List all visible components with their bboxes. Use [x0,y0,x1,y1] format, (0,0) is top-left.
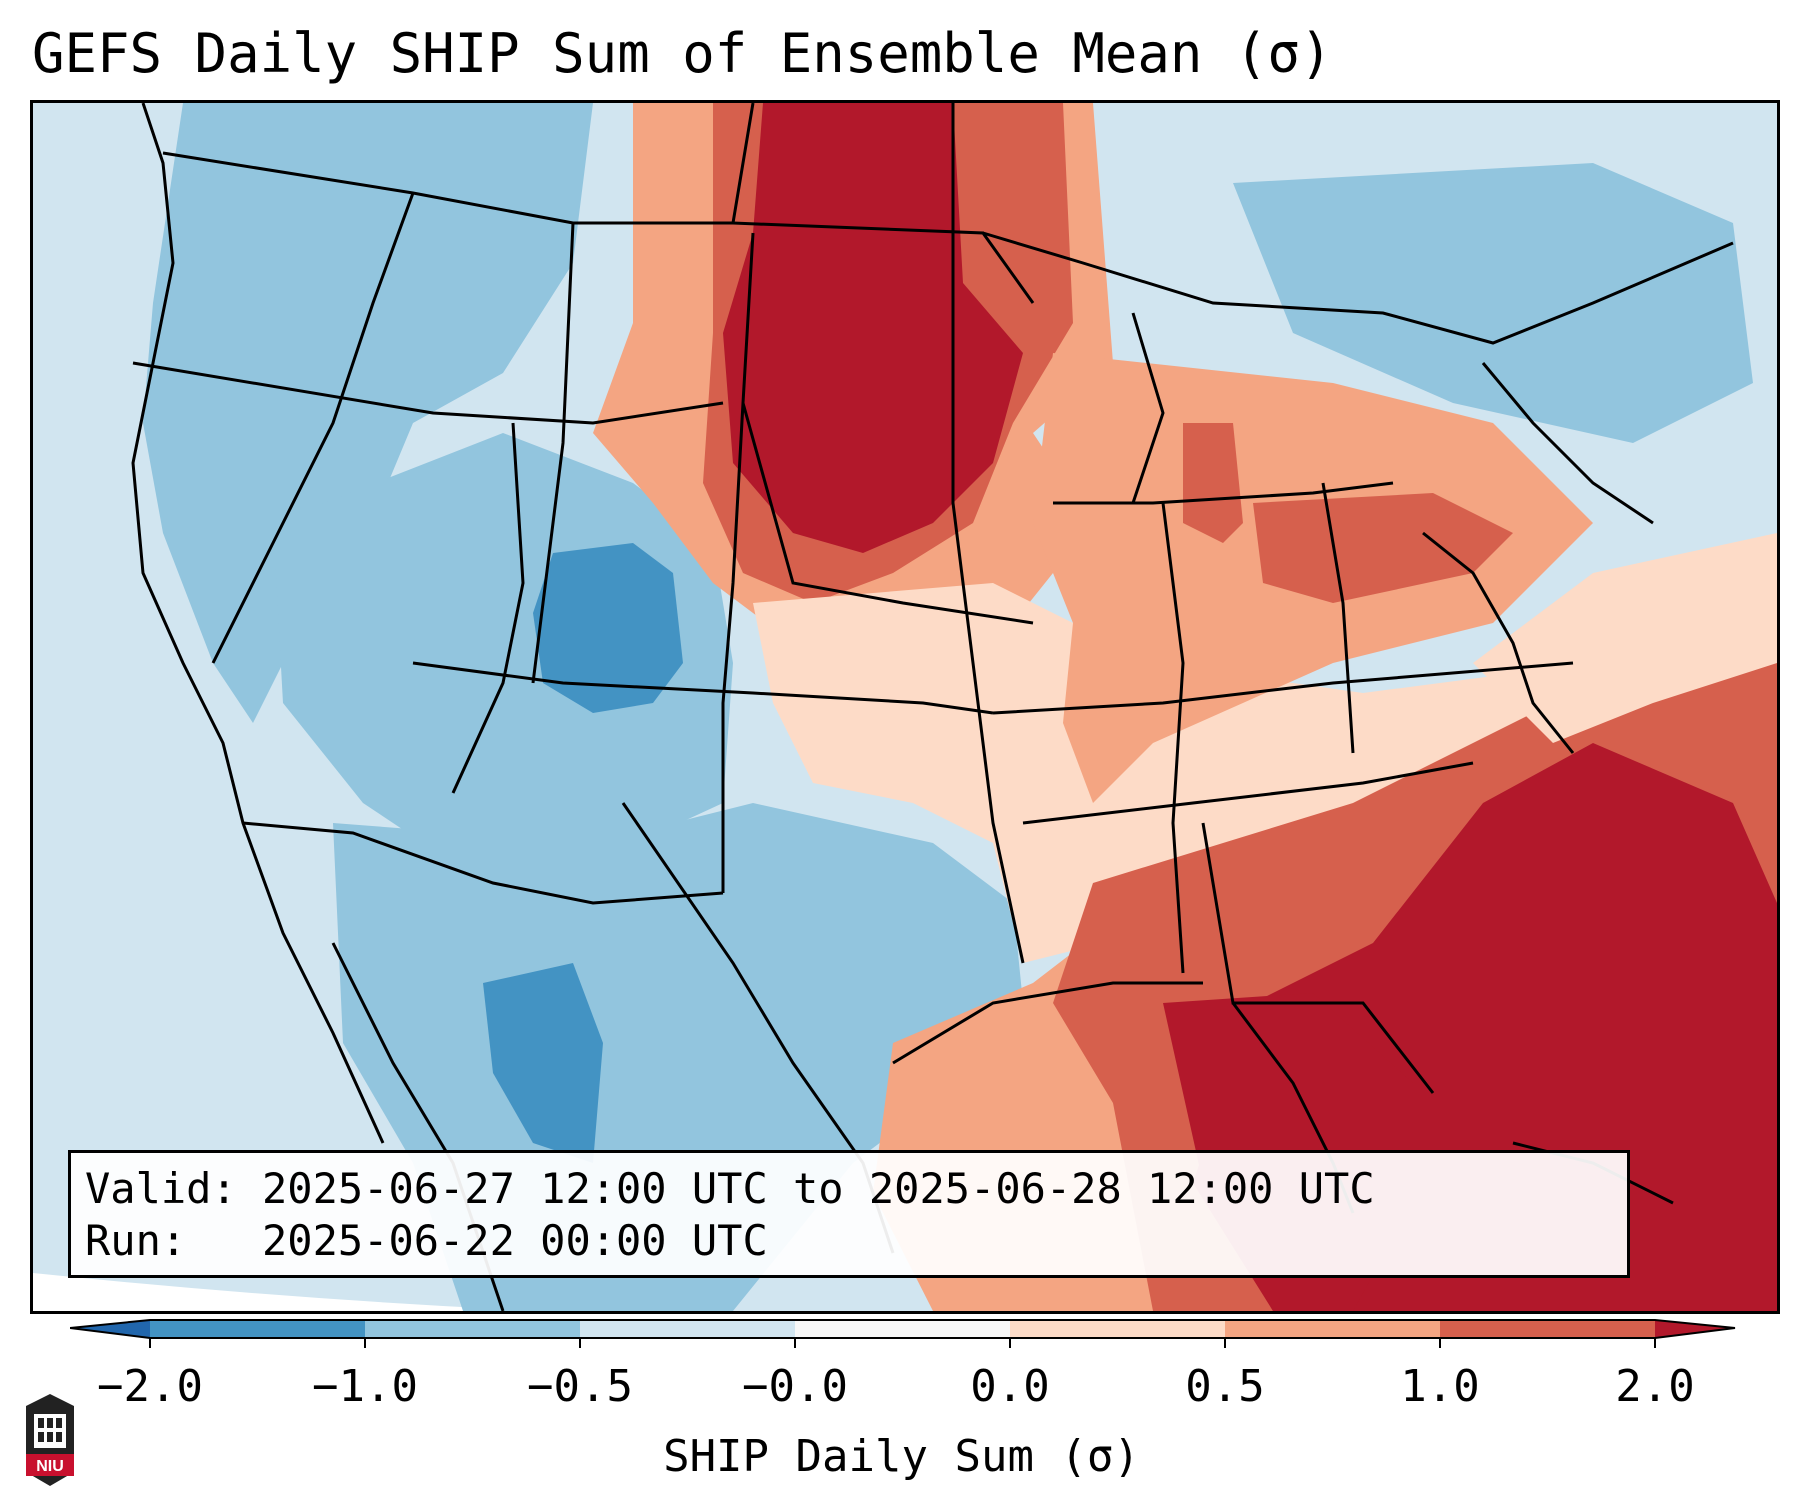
colorbar-bin-6 [1225,1320,1440,1338]
valid-label: Valid: [85,1164,237,1213]
region-red-lake-michigan [1183,423,1243,543]
region-darkred-dakotas [723,103,1023,553]
colorbar-tick-label: −0.5 [527,1361,633,1412]
region-lightred-atlantic [1473,533,1777,743]
region-light-red-plains [753,583,1633,963]
colorbar-tick-label: 0.5 [1185,1361,1265,1412]
region-dark-blue-mexico [483,963,603,1163]
colorbar-ticks [149,1338,1656,1348]
colorbar-bin-4 [795,1320,1010,1338]
anomaly-map [33,103,1777,1311]
run-line: Run: 2025-06-22 00:00 UTC [85,1215,1613,1267]
colorbar-tick-label: −0.0 [742,1361,848,1412]
page-title: GEFS Daily SHIP Sum of Ensemble Mean (σ) [32,22,1333,85]
colorbar-bin-1 [150,1320,365,1338]
state-borders [131,103,1734,1311]
niu-logo-icon: NIU [26,1394,74,1486]
valid-line: Valid: 2025-06-27 12:00 UTC to 2025-06-2… [85,1163,1613,1215]
region-dark-blue-colorado [533,543,683,713]
valid-value: 2025-06-27 12:00 UTC to 2025-06-28 12:00… [262,1164,1375,1213]
region-red-ohio [1253,493,1513,603]
colorbar-tick-label: −2.0 [97,1361,203,1412]
colorbar [70,1319,1736,1348]
colorbar-bin-3 [580,1320,795,1338]
region-blue-canada-east [1233,163,1753,443]
colorbar-bin-5 [1010,1320,1225,1338]
region-blue-great-basin [273,433,733,863]
colorbar-bin-2 [365,1320,580,1338]
colorbar-under-arrow [70,1320,150,1338]
colorbar-title: SHIP Daily Sum (σ) [663,1431,1140,1482]
colorbar-tick-label: 1.0 [1400,1361,1480,1412]
colorbar-bin-7 [1440,1320,1655,1338]
region-blue-pacific-nw [143,103,593,723]
colorbar-over-arrow [1655,1320,1735,1338]
map-panel [30,100,1780,1314]
valid-run-box: Valid: 2025-06-27 12:00 UTC to 2025-06-2… [68,1150,1630,1278]
run-value: 2025-06-22 00:00 UTC [262,1216,768,1265]
colorbar-tick-label: −1.0 [312,1361,418,1412]
logo-text: NIU [36,1458,64,1475]
colorbar-tick-label: 0.0 [970,1361,1050,1412]
colorbar-tick-label: 2.0 [1615,1361,1695,1412]
run-label: Run: [85,1216,187,1265]
